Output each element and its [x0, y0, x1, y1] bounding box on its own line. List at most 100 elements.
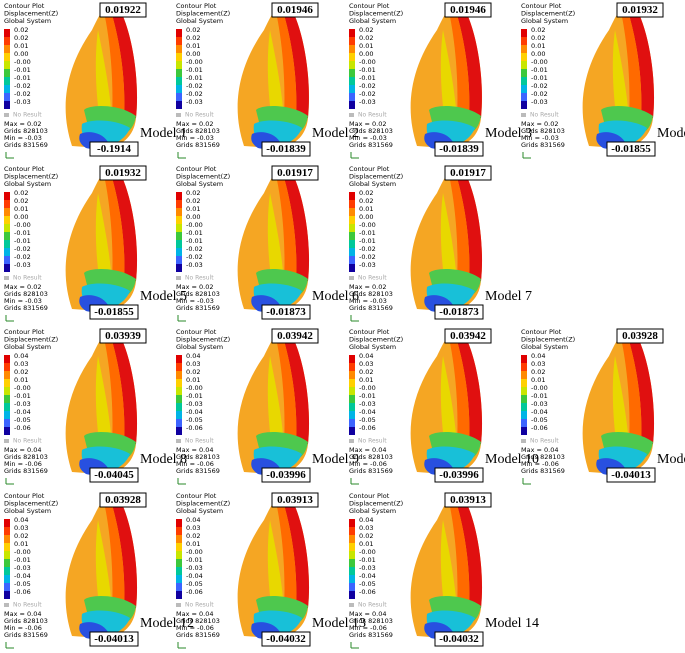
legend-swatch	[349, 240, 355, 248]
model-name: Model 11	[657, 452, 685, 467]
no-result: No Result	[358, 438, 387, 445]
tooth-yellow	[267, 356, 284, 448]
legend-label: -0.01	[531, 392, 548, 400]
legend-label: 0.02	[186, 34, 200, 42]
legend-label: 0.02	[14, 189, 28, 197]
axis-triad	[522, 152, 531, 159]
legend-label: 0.03	[186, 360, 200, 368]
plot-header: Displacement(Z)	[4, 336, 58, 344]
plot-info: Max = 0.04	[4, 610, 42, 618]
tooth-yellow	[440, 356, 457, 448]
legend-swatch	[349, 101, 355, 109]
legend-label: 0.00	[14, 213, 28, 221]
legend-label: -0.01	[186, 74, 203, 82]
legend-label: -0.01	[359, 74, 376, 82]
max-box	[99, 2, 147, 18]
legend-label: -0.04	[359, 408, 376, 416]
legend-label: 0.02	[531, 368, 545, 376]
no-result-swatch	[349, 439, 354, 443]
plot-header: Contour Plot	[176, 492, 217, 500]
tooth-orange	[104, 334, 125, 446]
plot-header: Global System	[4, 343, 51, 351]
legend-label: -0.02	[14, 245, 31, 253]
legend-label: 0.02	[186, 368, 200, 376]
legend-swatch	[4, 77, 10, 85]
legend-label: 0.03	[359, 524, 373, 532]
max-value: 0.03939	[105, 330, 141, 342]
legend-label: 0.04	[186, 352, 200, 360]
legend-label: -0.01	[359, 229, 376, 237]
no-result-swatch	[349, 113, 354, 117]
plot-info: Grids 828103	[349, 453, 393, 461]
plot-info: Max = 0.04	[349, 446, 387, 454]
plot-info: Grids 828103	[4, 617, 48, 625]
plot-header: Global System	[4, 180, 51, 188]
legend-label: -0.01	[14, 237, 31, 245]
plot-info: Min = -0.03	[176, 297, 214, 305]
no-result: No Result	[13, 275, 42, 282]
plot-info: Min = -0.06	[349, 460, 387, 468]
legend-swatch	[349, 69, 355, 77]
legend-label: -0.02	[14, 253, 31, 261]
legend-label: -0.02	[359, 82, 376, 90]
legend-swatch	[176, 93, 182, 101]
legend-swatch	[4, 387, 10, 395]
plot-header: Contour Plot	[349, 2, 390, 10]
legend-swatch	[349, 53, 355, 61]
legend-swatch	[349, 403, 355, 411]
legend-swatch	[4, 419, 10, 427]
plot-header: Displacement(Z)	[349, 173, 403, 181]
max-box	[444, 2, 492, 18]
legend-label: -0.06	[531, 424, 548, 432]
legend-swatch	[4, 208, 10, 216]
plot-info: Min = -0.06	[521, 460, 559, 468]
model-name: Model 8	[140, 452, 187, 467]
legend-label: -0.01	[531, 74, 548, 82]
legend-label: 0.02	[14, 532, 28, 540]
legend-swatch	[521, 355, 527, 363]
legend-swatch	[176, 427, 182, 435]
tooth-yellow	[267, 520, 284, 612]
legend-swatch	[4, 37, 10, 45]
max-value: 0.03942	[277, 330, 313, 342]
plot-info: Min = -0.03	[4, 297, 42, 305]
tooth-red	[110, 496, 138, 608]
legend-swatch	[349, 224, 355, 232]
plot-info: Min = -0.03	[176, 134, 214, 142]
plot-info: Max = 0.04	[349, 610, 387, 618]
model-name: Model 12	[140, 616, 194, 631]
legend-label: -0.03	[14, 564, 31, 572]
legend-swatch	[521, 403, 527, 411]
model-name: Model 6	[312, 289, 359, 304]
legend-label: -0.02	[14, 82, 31, 90]
plot-header: Contour Plot	[349, 492, 390, 500]
legend-swatch	[176, 411, 182, 419]
no-result: No Result	[13, 602, 42, 609]
tooth-yellow	[95, 356, 112, 448]
legend-swatch	[349, 355, 355, 363]
legend-swatch	[4, 543, 10, 551]
legend-swatch	[349, 192, 355, 200]
legend-swatch	[349, 419, 355, 427]
legend-swatch	[4, 591, 10, 599]
no-result: No Result	[13, 438, 42, 445]
plot-header: Contour Plot	[176, 2, 217, 10]
tooth-orange	[104, 498, 125, 610]
legend-label: 0.03	[531, 360, 545, 368]
legend-swatch	[4, 551, 10, 559]
legend-label: -0.03	[359, 400, 376, 408]
tooth-yellow	[95, 30, 112, 122]
plot-info: Min = -0.06	[349, 624, 387, 632]
min-value: -0.01839	[439, 143, 479, 155]
min-value: -0.01855	[611, 143, 651, 155]
tooth-red	[282, 6, 310, 118]
legend-swatch	[349, 85, 355, 93]
no-result-swatch	[176, 276, 181, 280]
legend-label: -0.02	[359, 253, 376, 261]
legend-swatch	[349, 535, 355, 543]
plot-header: Global System	[176, 180, 223, 188]
legend-label: 0.02	[14, 197, 28, 205]
plot-info: Grids 828103	[176, 290, 220, 298]
